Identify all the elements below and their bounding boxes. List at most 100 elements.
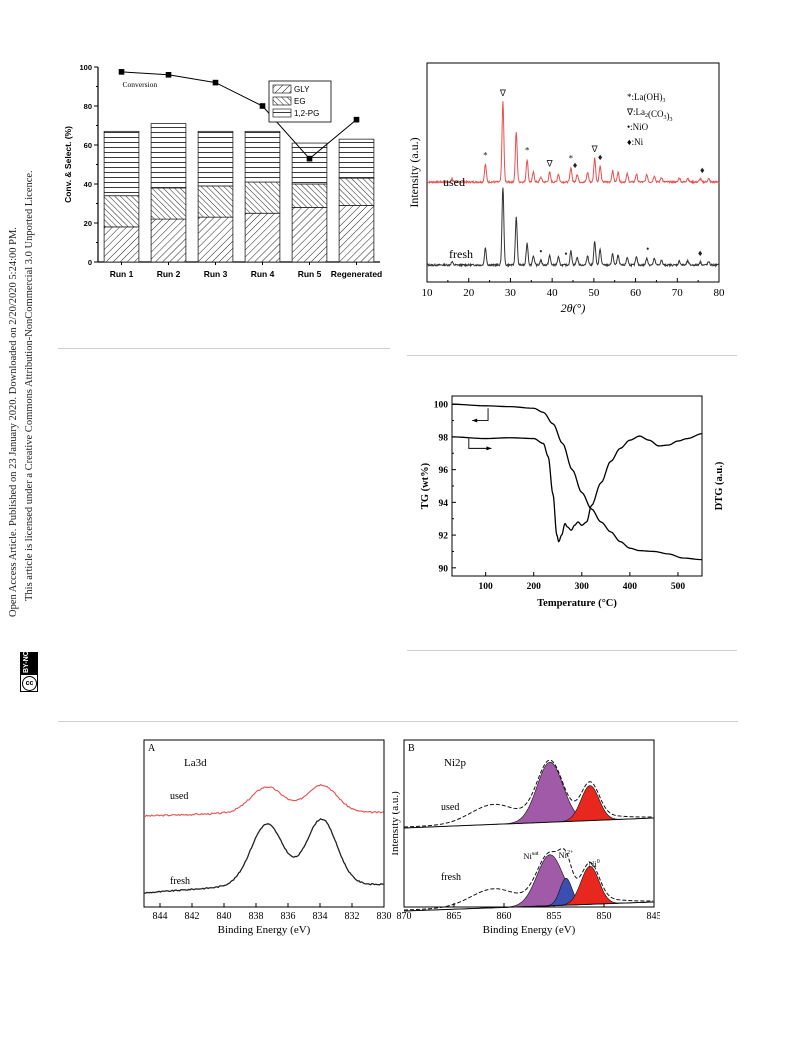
y-tick-label: 100 (79, 63, 92, 72)
license-notice[interactable]: This article is licensed under a Creativ… (24, 170, 35, 601)
divider (58, 348, 390, 349)
x-tick-label: 830 (377, 911, 392, 922)
y-axis-label: Intensity (a.u.) (392, 791, 401, 856)
series-label-used: used (443, 175, 465, 189)
x-tick-label: Run 3 (204, 269, 228, 279)
peak-marker: * (525, 146, 530, 156)
by-nc-label: BY-NC (23, 651, 30, 673)
arrow-head-left (472, 418, 478, 423)
xrd-used-line (426, 101, 720, 185)
ni2p-used-baseline (403, 817, 655, 829)
conversion-point (306, 155, 313, 162)
y-tick-label: 96 (439, 466, 449, 476)
panel-title: Ni2p (444, 757, 467, 769)
y-axis-label: TG (wt%) (420, 462, 431, 509)
x-tick-label: 100 (479, 582, 494, 592)
x-tick-label: 845 (647, 911, 661, 922)
peak-label: Nisat (523, 851, 538, 861)
bar-gly (291, 206, 328, 263)
dtg-axis-arrow (468, 438, 492, 449)
plot-frame (451, 395, 703, 577)
legend-label: EG (294, 97, 306, 106)
dtg-curve (451, 432, 703, 543)
x-tick-label: Run 4 (251, 269, 275, 279)
bar-1-2-pg (103, 130, 140, 197)
peak-marker: ♦ (598, 152, 603, 162)
tga-chart: 100 200 300 400 500 90 92 94 96 98 100 Temperature … (420, 395, 725, 609)
xps-la3d-chart: A La3d 844 842 840 838 836 834 832 830 Binding Ene… (143, 739, 392, 936)
peak-marker: ♦ (700, 165, 705, 175)
x-tick-label: 870 (397, 911, 412, 922)
panel-label: B (408, 743, 415, 754)
peak-marker: ∇ (499, 88, 507, 98)
x-tick-label: 836 (281, 911, 296, 922)
x-tick-label: 834 (313, 911, 328, 922)
series-label-fresh: fresh (441, 872, 461, 883)
x-tick-label: 840 (217, 911, 232, 922)
x-tick-label: 60 (630, 287, 642, 299)
plot-frame (143, 739, 385, 908)
legend-entry: ♦:Ni (627, 137, 644, 147)
x-tick-label: 860 (497, 911, 512, 922)
xrd-chart: 10 20 30 40 50 60 70 80 2θ(°) Intensity (a.u.) use… (407, 62, 726, 315)
x-tick-label: Run 1 (110, 269, 134, 279)
x-tick-label: 30 (505, 287, 517, 299)
bar-gly (244, 212, 281, 263)
x-tick-label: 865 (447, 911, 462, 922)
x-tick-label: 300 (575, 582, 590, 592)
x-tick-label: 855 (547, 911, 562, 922)
peak-marker: • (539, 246, 542, 256)
x-tick-label: 70 (672, 287, 684, 299)
divider (58, 721, 738, 722)
y-tick-label: 40 (84, 180, 92, 189)
bar-1-2-pg (291, 142, 328, 185)
legend-label: GLY (294, 85, 310, 94)
x-tick-label: 832 (345, 911, 360, 922)
divider (407, 650, 737, 651)
x-tick-label: 838 (249, 911, 264, 922)
peak-marker: • (646, 244, 649, 254)
x-tick-label: 500 (671, 582, 686, 592)
conversion-point (353, 116, 360, 123)
conversion-point (118, 69, 125, 75)
divider (407, 355, 737, 356)
legend-label: 1,2-PG (294, 109, 319, 118)
series-label-used: used (170, 791, 188, 802)
ni2p-fresh-envelope (403, 848, 654, 911)
x-tick-label: 842 (185, 911, 200, 922)
la3d-fresh-line (143, 818, 384, 894)
bar-eg (103, 195, 140, 228)
bar-eg (150, 187, 187, 220)
bar-1-2-pg (150, 123, 187, 189)
x-tick-label: 850 (597, 911, 612, 922)
x-tick-label: 844 (153, 911, 168, 922)
y-tick-label: 100 (434, 401, 449, 411)
x-tick-label: Run 2 (157, 269, 181, 279)
peak-marker: • (564, 249, 567, 259)
panel-title: La3d (184, 757, 207, 769)
cc-license-badge[interactable]: BY-NC cc (20, 651, 38, 692)
cc-icon: cc (22, 676, 37, 691)
legend-swatch (272, 84, 292, 94)
x-tick-label: 80 (714, 287, 726, 299)
conversion-point (212, 79, 219, 86)
legend-swatch (272, 96, 292, 106)
y-tick-label: 90 (439, 564, 449, 574)
peak-label: Ni0 (588, 859, 600, 869)
y-tick-label: 60 (84, 141, 92, 150)
x-tick-label: 20 (463, 287, 475, 299)
bar-1-2-pg (244, 130, 281, 183)
x-axis-label: Binding Energy (eV) (483, 924, 576, 936)
legend-entry: *:La(OH)3 (627, 92, 666, 104)
y2-axis-label: DTG (a.u.) (714, 461, 725, 510)
y-tick-label: 20 (84, 219, 92, 228)
bar-eg (197, 185, 234, 218)
panel-label: A (148, 743, 156, 754)
bar-gly (338, 205, 375, 263)
y-tick-label: 94 (439, 499, 449, 509)
y-tick-label: 92 (439, 532, 449, 542)
bar-1-2-pg (197, 130, 234, 187)
bar-gly (197, 216, 234, 263)
series-label-fresh: fresh (170, 876, 190, 887)
y-axis-label: Conv. & Select. (%) (63, 126, 73, 203)
